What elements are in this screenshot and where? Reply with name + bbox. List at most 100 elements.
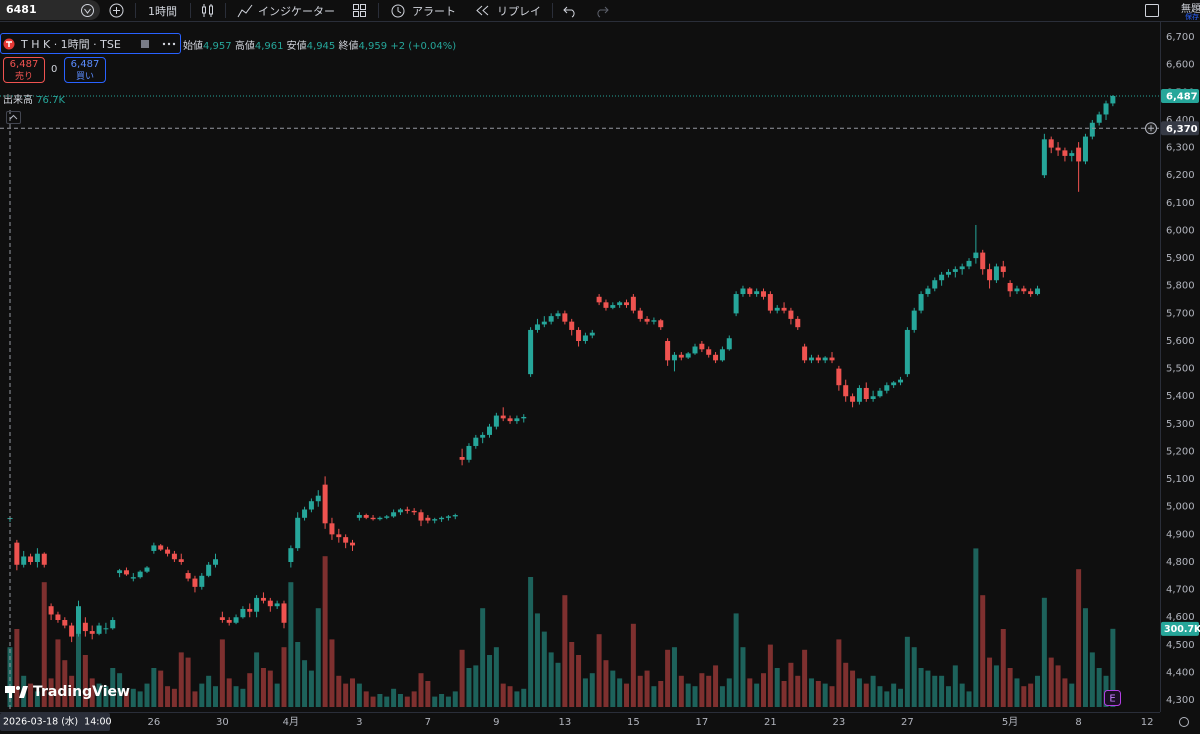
settings-button[interactable] [1179,717,1189,727]
volume-bar [48,678,54,707]
interval-button[interactable]: 1時間 [148,5,177,18]
sell-label[interactable]: 売り [14,72,33,82]
y-tick-label: 5,400 [1166,391,1195,402]
layout-button[interactable] [352,3,367,18]
buy-price[interactable]: 6,487 [70,59,100,70]
save-button[interactable]: 保存 [1185,13,1199,21]
volume-bar [781,681,787,707]
candle-body [21,556,27,565]
y-tick-label: 4,500 [1166,640,1195,651]
layout-title[interactable]: 無題 [1181,4,1200,15]
candle-body [699,343,705,350]
crosshair-time-label: 2026-03-18 (水) 14:00 [3,716,112,728]
candle-body [404,509,410,511]
volume-last-box [1161,621,1199,636]
volume-bar [137,691,143,707]
open-label: 始値 [183,41,203,52]
symbol-legend-box[interactable] [0,33,181,54]
undo-button[interactable] [563,3,578,18]
volume-bar [466,668,472,707]
volume-bar [233,686,239,707]
y-tick-label: 6,000 [1166,225,1195,236]
candle-body [589,332,595,336]
x-tick-label: 9 [493,717,499,728]
buy-label[interactable]: 買い [75,72,94,82]
volume-bar [103,686,109,707]
indicators-button[interactable]: インジケーター [258,5,335,18]
volume-bar [870,675,876,707]
y-tick-label: 4,400 [1166,667,1195,678]
candle-body [1069,153,1075,156]
y-tick-label: 6,400 [1166,115,1195,126]
window-button[interactable] [1144,3,1160,18]
candle-body [534,324,540,330]
candle-body [151,545,157,551]
volume-bar [144,683,150,707]
sell-price[interactable]: 6,487 [9,59,39,70]
candle-body [363,515,369,518]
earnings-marker: E [1104,690,1121,706]
candle-body [267,600,273,607]
x-tick-label: 3 [356,717,362,728]
candle-body [1035,288,1041,295]
y-tick-label: 5,100 [1166,474,1195,485]
volume-bar [117,673,123,707]
alert-icon[interactable] [390,3,406,19]
candle-body [507,418,513,422]
legend-icons[interactable] [140,38,180,50]
alert-button[interactable]: アラート [412,5,456,18]
volume-bar [425,681,431,707]
candle-body [815,357,821,361]
indicators-icon[interactable] [237,3,253,18]
candle-body [41,553,47,565]
candle-body [980,252,986,270]
volume-bar [254,652,260,707]
volume-bar [945,686,951,707]
redo-button[interactable] [594,3,609,18]
volume-bar [445,696,451,707]
chart-type-button[interactable] [200,3,215,18]
x-tick-label: 21 [764,717,777,728]
buy-button[interactable]: 6,487 買い [64,57,106,83]
volume-bar [671,647,677,707]
volume-bar [1014,678,1020,707]
volume-bar [384,696,390,707]
candle-body [719,349,725,361]
candle-body [493,415,499,427]
volume-bar [288,582,294,707]
volume-bar [665,649,671,707]
y-tick-label: 5,500 [1166,364,1195,375]
replay-icon[interactable] [475,3,491,18]
toolbar: 6481 1時間 インジケーター アラート リプレイ 無題 保存 [0,0,1200,22]
candle-body [802,346,808,361]
volume-bar [1000,629,1006,707]
symbol-icon[interactable] [80,3,95,18]
sell-button[interactable]: 6,487 売り [3,57,45,83]
crosshair-add-icon [1148,125,1154,132]
candle-body [103,628,109,630]
volume-bar [432,696,438,707]
collapse-button[interactable] [6,111,21,124]
legend: T H K · 1時間 · TSE 始値4,957 高値4,961 安値4,94… [0,33,600,93]
candle-body [877,390,883,397]
volume-bar [726,678,732,707]
symbol[interactable]: 6481 [6,3,37,16]
volume-bar [808,678,814,707]
volume-bar [877,686,883,707]
candle-body [302,509,308,518]
candle-body [281,603,287,623]
volume-bar [452,691,458,707]
candle-body [240,608,246,618]
candle-body [411,510,417,513]
compare-button[interactable] [109,3,124,18]
candle-body [665,340,671,361]
volume-bar [1110,628,1116,707]
y-tick-label: 6,700 [1166,32,1195,43]
volume-bar [802,649,808,707]
volume-bar [1007,668,1013,707]
symbol-search[interactable] [0,0,100,20]
candle-body [904,329,910,375]
replay-button[interactable]: リプレイ [497,5,541,18]
volume-bar [521,688,527,707]
